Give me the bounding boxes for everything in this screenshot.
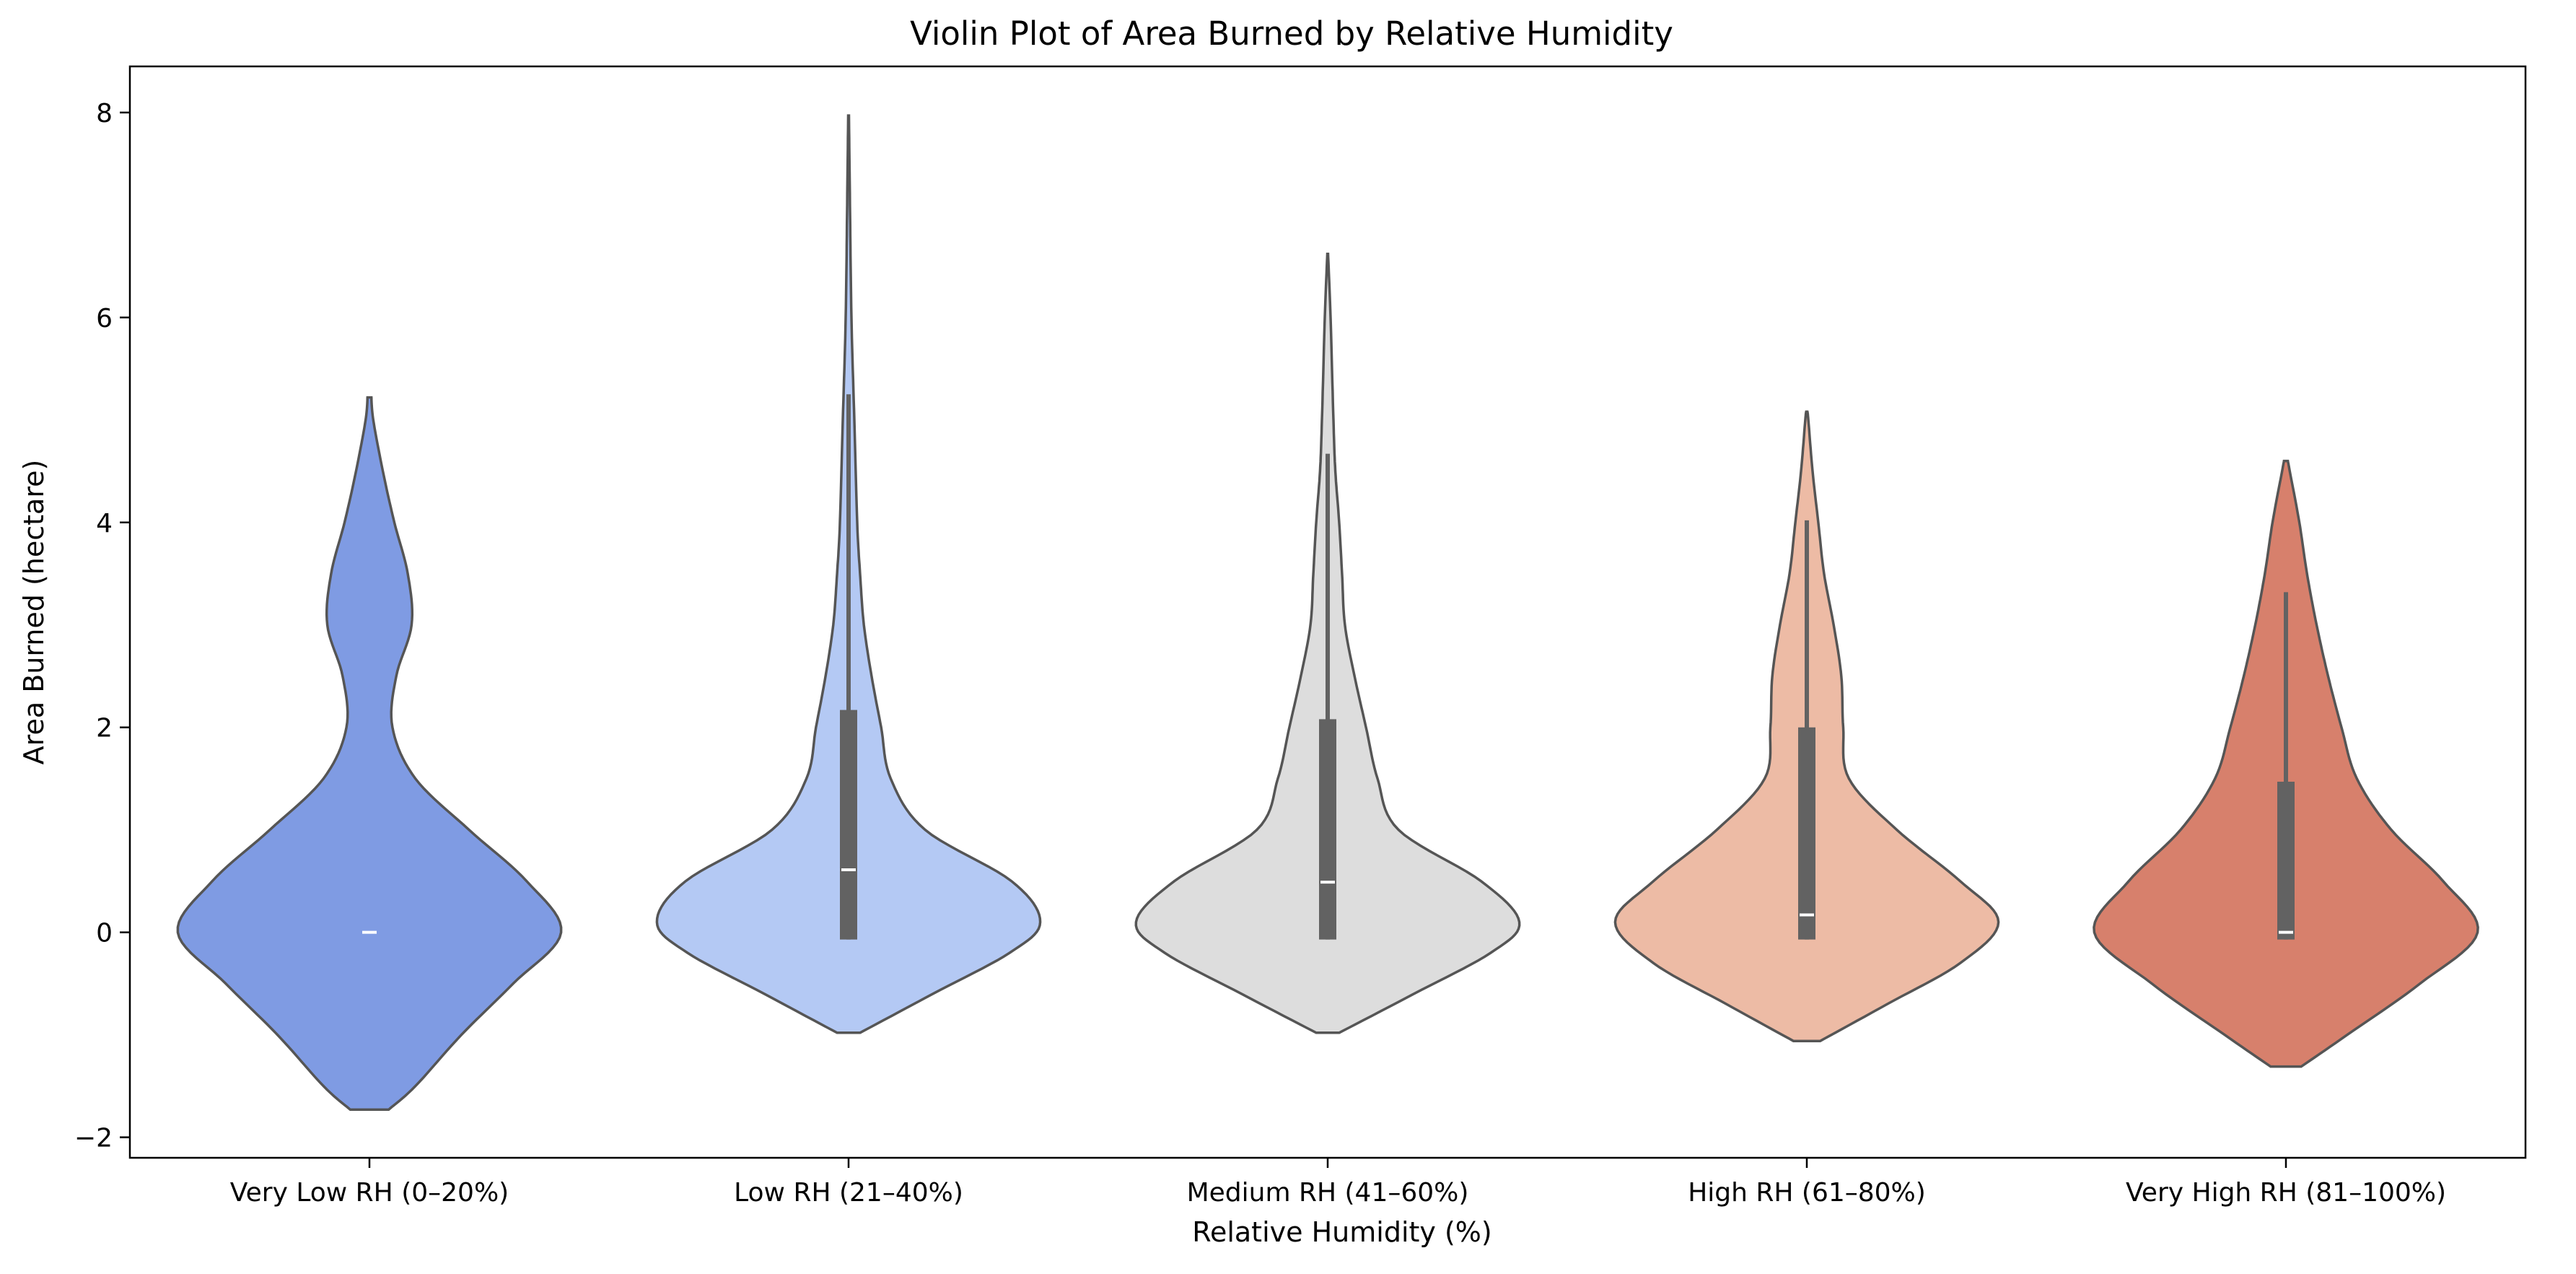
y-tick-label-2: 2 [96,714,113,743]
y-axis-label: Area Burned (hectare) [18,460,50,765]
x-tick-label-3: High RH (61–80%) [1688,1178,1926,1208]
plot-frame [128,65,2527,1159]
x-tick-label-2: Medium RH (41–60%) [1187,1178,1469,1208]
y-tick-label-3: 4 [96,509,113,538]
chart-title: Violin Plot of Area Burned by Relative H… [910,14,1673,53]
iqr-box-2 [1319,719,1336,940]
iqr-box-3 [1798,727,1815,940]
iqr-box-4 [2277,781,2295,940]
x-axis-ticks: Very Low RH (0–20%) Low RH (21–40%) Medium… [230,1158,2446,1208]
x-axis-label: Relative Humidity (%) [1192,1216,1491,1248]
x-tick-label-0: Very Low RH (0–20%) [230,1178,509,1208]
x-tick-label-4: Very High RH (81–100%) [2126,1178,2446,1208]
violin-0 [176,396,563,1112]
y-tick-label-4: 6 [96,304,113,333]
y-tick-label-0: −2 [74,1124,113,1153]
y-tick-label-5: 8 [96,99,113,128]
y-tick-label-1: 0 [96,919,113,948]
violins-layer [176,114,2479,1112]
iqr-box-1 [840,710,857,940]
x-tick-label-1: Low RH (21–40%) [734,1178,963,1208]
y-axis-ticks: −2 0 2 4 6 8 [74,99,130,1153]
